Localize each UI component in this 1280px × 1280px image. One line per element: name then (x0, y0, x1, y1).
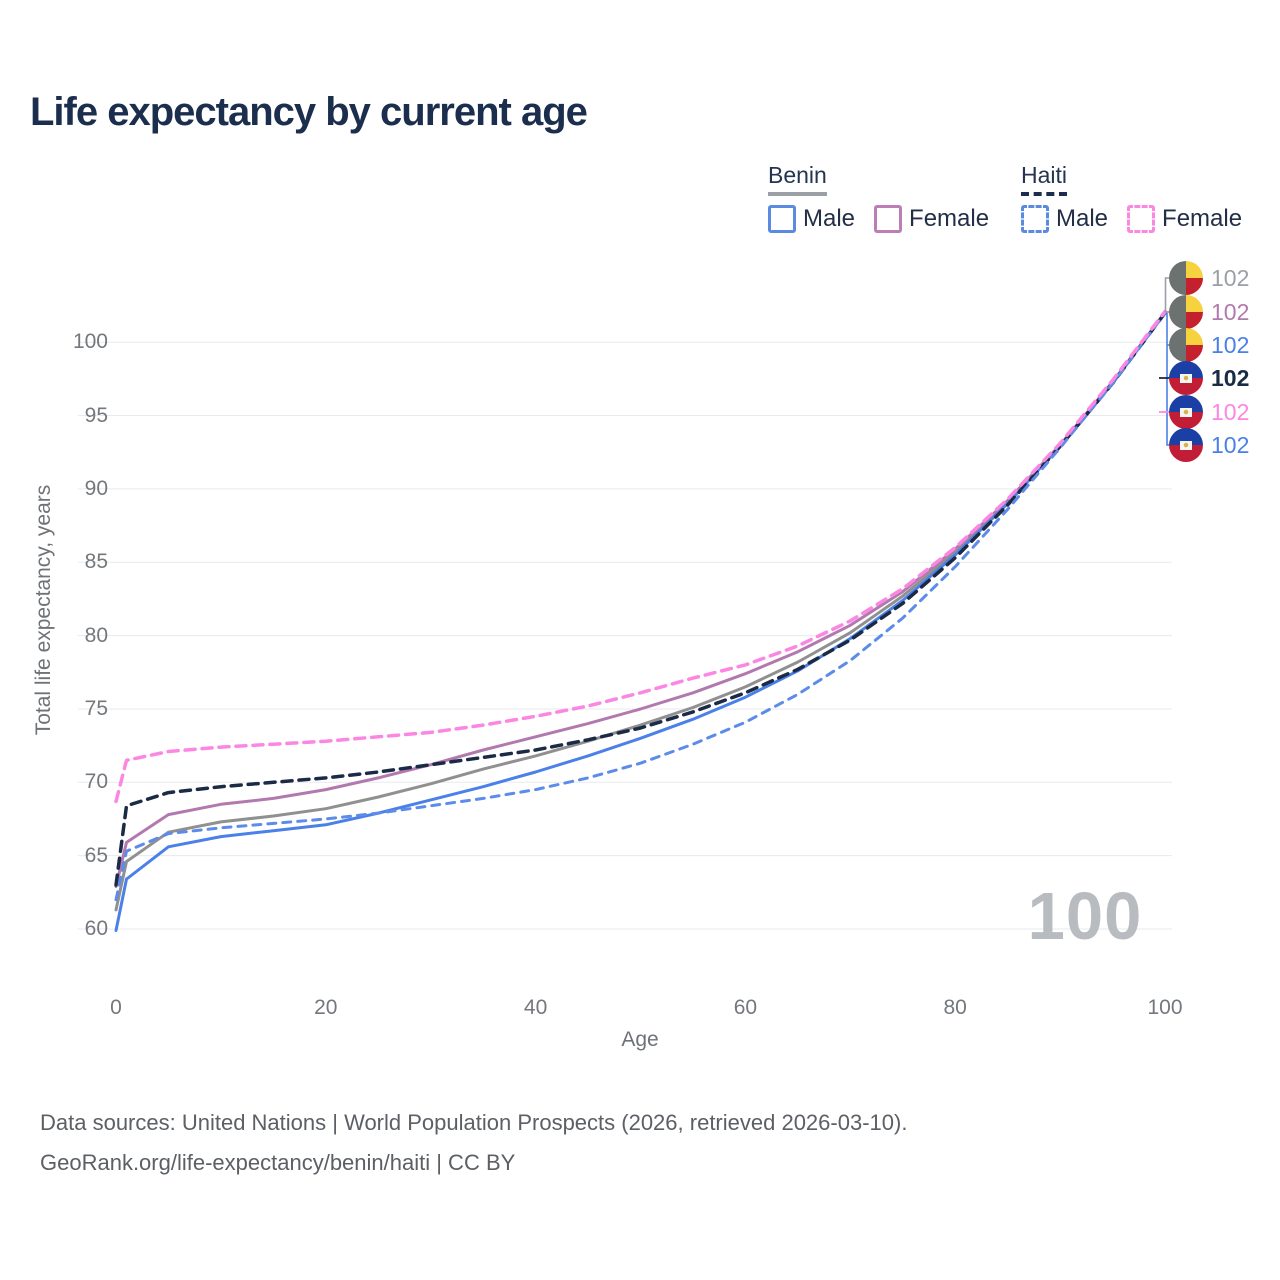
y-tick-label: 75 (84, 696, 108, 720)
legend-item-benin-female[interactable]: Female (874, 205, 989, 233)
y-tick-label: 70 (84, 770, 108, 794)
y-tick-label: 90 (84, 476, 108, 500)
end-value-label: 102 (1211, 298, 1250, 325)
line-series-haiti-both (114, 311, 1167, 887)
end-value-label: 102 (1211, 398, 1250, 425)
legend-item-label: Male (803, 205, 856, 232)
haiti-flag-icon (1169, 361, 1203, 395)
legend-country-haiti[interactable]: Haiti (1021, 162, 1068, 196)
end-label-row: 102 (1169, 328, 1249, 362)
line-series-benin-both (114, 311, 1167, 912)
y-tick-label: 85 (84, 550, 108, 574)
attribution-text: GeoRank.org/life-expectancy/benin/haiti … (40, 1150, 516, 1175)
benin-flag-icon (1169, 328, 1203, 362)
haiti-flag-icon (1169, 428, 1203, 462)
line-series-haiti-male (114, 311, 1167, 902)
end-value-label: 102 (1211, 264, 1250, 291)
legend-swatch-icon (874, 205, 903, 233)
x-tick-label: 40 (523, 996, 548, 1019)
legend-country-benin[interactable]: Benin (768, 162, 827, 196)
legend-item-benin-male[interactable]: Male (768, 205, 855, 233)
x-tick-label: 100 (1147, 996, 1183, 1019)
leader-line-benin-both (1164, 277, 1169, 312)
chart-legend: Benin Male Female Haiti Male Female (768, 162, 1248, 237)
y-tick-label: 80 (84, 623, 108, 647)
y-tick-label: 65 (84, 843, 108, 867)
end-value-label: 102 (1211, 364, 1250, 391)
page-title: Life expectancy by current age (30, 90, 588, 134)
legend-item-label: Female (1162, 205, 1243, 232)
legend-items-row: Male Female (1021, 205, 1261, 233)
legend-swatch-icon (1127, 205, 1156, 233)
end-label-row: 102 (1169, 428, 1249, 462)
end-label-row: 102 (1169, 295, 1249, 329)
legend-item-haiti-female[interactable]: Female (1127, 205, 1242, 233)
legend-swatch-icon (768, 205, 796, 233)
legend-item-label: Male (1056, 205, 1109, 232)
x-axis-title: Age (621, 1028, 659, 1051)
benin-flag-icon (1169, 295, 1203, 329)
end-label-row: 102 (1169, 395, 1249, 429)
y-tick-label: 95 (84, 403, 108, 427)
legend-group-haiti: Haiti Male Female (1021, 162, 1261, 233)
x-tick-label: 80 (943, 996, 967, 1019)
legend-items-row: Male Female (768, 205, 1008, 233)
end-value-label: 102 (1211, 331, 1250, 358)
benin-flag-icon (1169, 261, 1203, 295)
end-label-row: 102 (1169, 261, 1249, 295)
legend-item-haiti-male[interactable]: Male (1021, 205, 1108, 233)
legend-swatch-icon (1021, 205, 1049, 233)
y-tick-label: 60 (84, 917, 108, 940)
age-watermark: 100 (1027, 879, 1143, 954)
y-tick-label: 100 (72, 330, 108, 354)
line-series-haiti-female (114, 309, 1167, 804)
legend-group-benin: Benin Male Female (768, 162, 1008, 233)
legend-item-label: Female (909, 205, 990, 232)
line-series-benin-male (114, 311, 1167, 932)
data-sources-text: Data sources: United Nations | World Pop… (40, 1110, 908, 1135)
line-series-benin-female (114, 311, 1167, 888)
x-tick-label: 20 (314, 996, 338, 1019)
x-tick-label: 60 (733, 996, 758, 1019)
x-tick-label: 0 (110, 996, 122, 1019)
end-value-label: 102 (1211, 431, 1250, 458)
haiti-flag-icon (1169, 395, 1203, 429)
end-label-row: 102 (1169, 361, 1249, 395)
